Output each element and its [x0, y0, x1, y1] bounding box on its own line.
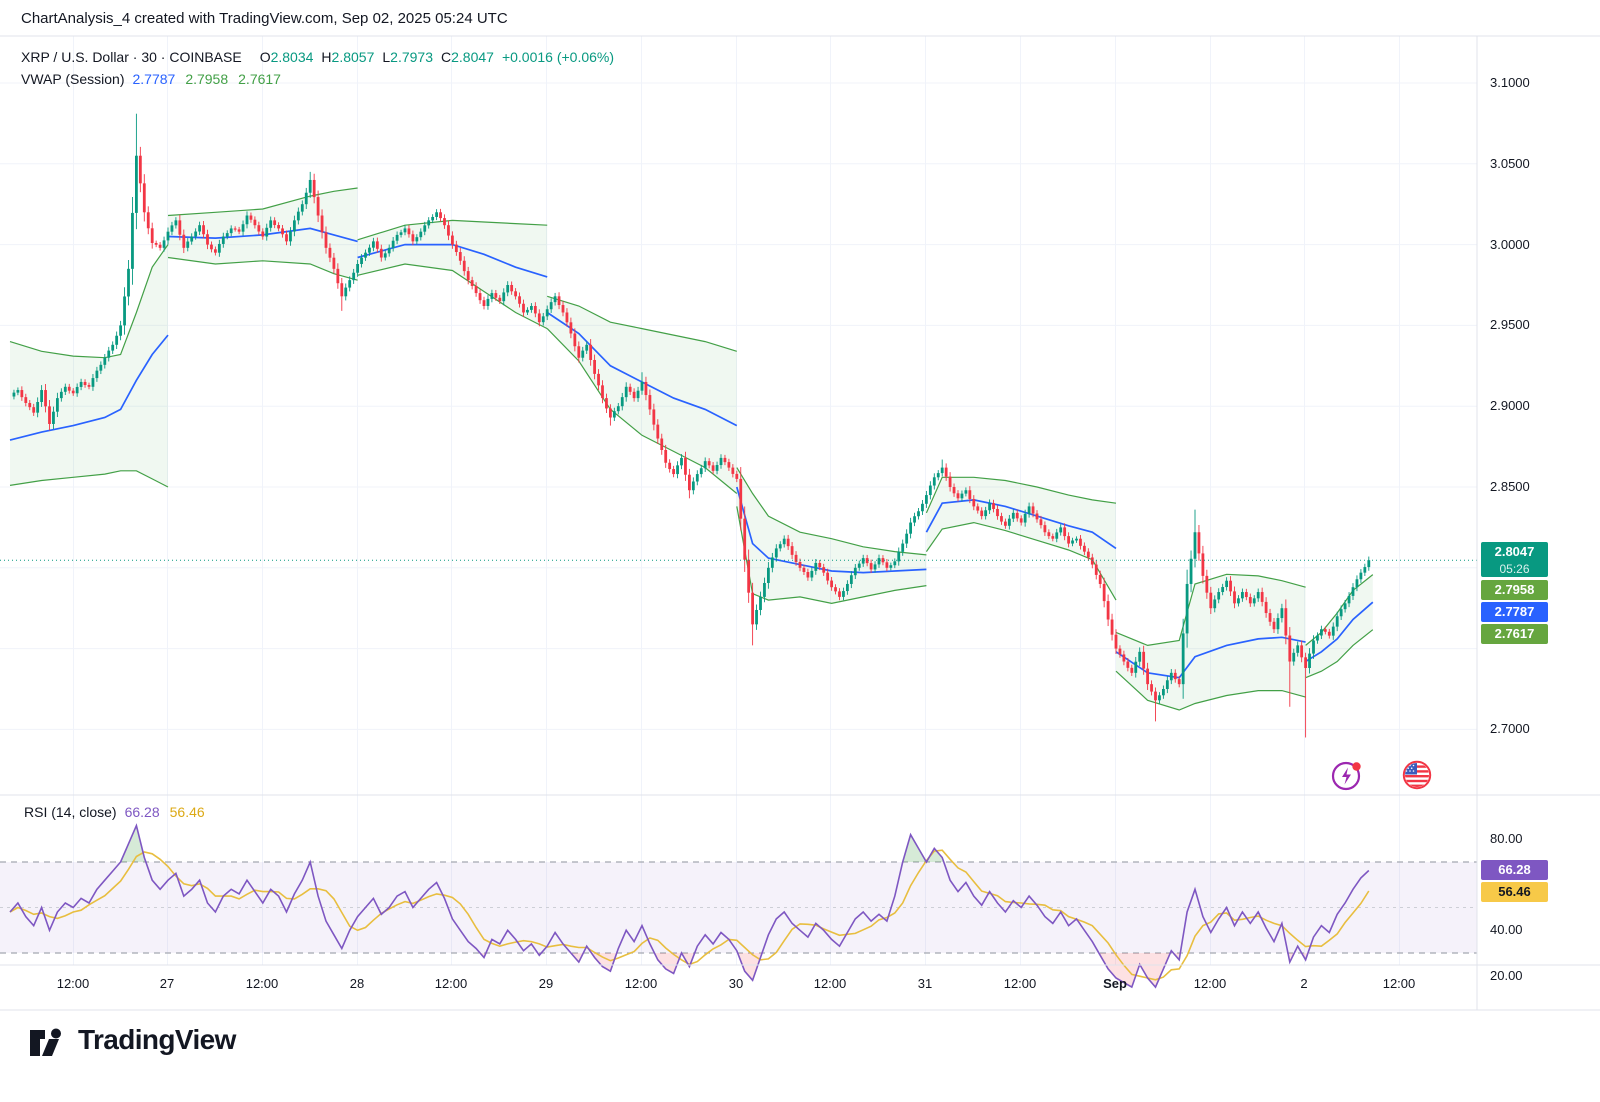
price-tick-label: 3.0500: [1490, 155, 1530, 171]
time-tick-label: 12:00: [56, 976, 90, 991]
high-label: H: [321, 49, 332, 65]
symbol-row: XRP / U.S. Dollar · 30 · COINBASE O2.8034…: [21, 46, 614, 68]
time-tick-label: 27: [159, 976, 175, 991]
tradingview-logomark: [30, 1028, 61, 1056]
vwap-upper-value: 2.7958: [185, 71, 229, 87]
close-value: 2.8047: [451, 49, 494, 65]
price-tick-label: 3.1000: [1490, 75, 1530, 90]
separators-layer: [0, 35, 1600, 1011]
time-tick-label: 12:00: [813, 976, 847, 991]
time-tick-label: 30: [728, 976, 744, 991]
price-tick-label: 2.9500: [1490, 317, 1530, 333]
time-tick-label: 12:00: [434, 976, 468, 991]
vwap-row: VWAP (Session) 2.7787 2.7958 2.7617: [21, 68, 614, 90]
price-tick-label: 3.0000: [1490, 236, 1530, 252]
time-tick-label: 29: [538, 976, 554, 991]
economic-events-button[interactable]: [1400, 758, 1434, 792]
tradingview-logo[interactable]: TradingView: [27, 1022, 236, 1058]
tradingview-wordmark: TradingView: [78, 1024, 236, 1055]
vwap-mid-value: 2.7787: [132, 71, 176, 87]
candles-layer: [12, 113, 1371, 738]
rsi-tick-label: 80.00: [1490, 831, 1523, 847]
vwap-bands-layer: [9, 187, 1374, 711]
rsi-tick-label: 40.00: [1490, 922, 1523, 938]
symbol-title[interactable]: XRP / U.S. Dollar · 30 · COINBASE: [21, 49, 242, 65]
low-label: L: [382, 49, 391, 65]
time-tick-label: 2: [1300, 976, 1308, 991]
time-tick-label: 12:00: [1003, 976, 1037, 991]
change-value: +0.0016 (+0.06%): [501, 49, 615, 65]
instant-analysis-button[interactable]: [1330, 758, 1364, 792]
time-tick-label: 28: [349, 976, 365, 991]
rsi-value: 66.28: [124, 804, 160, 820]
low-value: 2.7973: [390, 49, 433, 65]
time-tick-label: 12:00: [245, 976, 279, 991]
price-tick-label: 2.9000: [1490, 398, 1530, 414]
time-tick-label: 12:00: [624, 976, 658, 991]
rsi-tick-label: 20.00: [1490, 967, 1523, 983]
price-tick-label: 2.8500: [1490, 479, 1530, 494]
high-value: 2.8057: [331, 49, 375, 65]
time-tick-label: Sep: [1103, 976, 1127, 991]
symbol-legend: XRP / U.S. Dollar · 30 · COINBASE O2.8034…: [21, 46, 614, 90]
rsi-indicator-label[interactable]: RSI (14, close): [24, 804, 117, 820]
us-flag-icon: [1402, 760, 1432, 790]
time-tick-label: 31: [917, 976, 933, 991]
attribution-text: ChartAnalysis_4 created with TradingView…: [21, 10, 508, 27]
rsi-legend: RSI (14, close) 66.28 56.46: [24, 804, 205, 820]
vwap-lower-value: 2.7617: [238, 71, 281, 87]
open-label: O: [259, 49, 271, 65]
rsi-ma-value: 56.46: [169, 804, 205, 820]
time-scale[interactable]: 12:00 27 12:00 28 12:00 29 12:00 30 12:00 31 12:00…: [0, 965, 1477, 1010]
time-tick-label: 12:00: [1193, 976, 1227, 991]
close-label: C: [441, 49, 452, 65]
price-scale[interactable]: 3.1000 3.0500 3.0000 2.9500 2.9000 2.8500 2.70…: [1477, 36, 1600, 983]
open-value: 2.8034: [270, 49, 314, 65]
lightning-circle-icon: [1331, 761, 1361, 791]
time-tick-label: 12:00: [1382, 976, 1416, 991]
price-tick-label: 2.7000: [1490, 721, 1530, 737]
vwap-indicator-label[interactable]: VWAP (Session): [21, 71, 125, 87]
rsi-layer: [0, 823, 1477, 989]
notification-dot: [1352, 762, 1361, 771]
